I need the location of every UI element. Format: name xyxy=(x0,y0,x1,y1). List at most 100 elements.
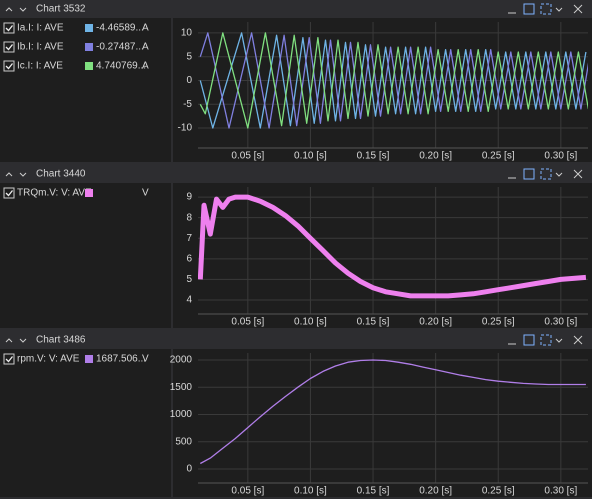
maximize-button[interactable] xyxy=(523,334,535,346)
legend-unit: A xyxy=(142,61,149,72)
menu-button[interactable] xyxy=(555,7,563,12)
collapse-button[interactable] xyxy=(5,7,13,12)
panel-header xyxy=(0,331,592,349)
legend-unit: V xyxy=(142,188,149,199)
menu-button[interactable] xyxy=(555,338,563,343)
legend-name: Ib.I: I: AVE xyxy=(17,42,64,53)
x-tick-label: 0.10 [s] xyxy=(294,317,327,328)
y-tick-label: -10 xyxy=(178,123,193,134)
series-checkbox[interactable] xyxy=(3,41,15,53)
panel-header xyxy=(0,0,592,18)
series-checkbox[interactable] xyxy=(3,353,15,365)
chart-panel: Chart 3440 4 5 6 7 8 9 0.05 [s] 0.10 [s] 0.15 [s]… xyxy=(0,165,592,328)
checkmark xyxy=(5,25,14,32)
chart-panel: Chart 3486 0 500 1000 1500 2000 0.05 [s] 0.10 [… xyxy=(0,331,592,497)
x-tick-label: 0.30 [s] xyxy=(544,317,577,328)
y-tick-label: 5 xyxy=(186,51,192,62)
y-tick-label: 1000 xyxy=(170,409,193,420)
series-checkbox[interactable] xyxy=(3,60,15,72)
legend-panel xyxy=(0,183,171,328)
y-tick-label: 500 xyxy=(175,436,192,447)
legend-name: Ic.I: I: AVE xyxy=(17,61,63,72)
x-tick-label: 0.30 [s] xyxy=(544,486,577,497)
x-tick-label: 0.15 [s] xyxy=(357,151,390,162)
legend-name: rpm.V: V: AVE xyxy=(17,354,80,365)
y-tick-label: 1500 xyxy=(170,382,193,393)
y-tick-label: 4 xyxy=(186,295,192,306)
y-tick-label: 10 xyxy=(181,28,193,39)
chart-title: Chart 3532 xyxy=(36,4,86,15)
expand-button[interactable] xyxy=(19,172,27,177)
checkmark xyxy=(5,63,14,70)
checkmark xyxy=(5,356,14,363)
legend-panel xyxy=(0,349,171,497)
close-button[interactable] xyxy=(573,4,583,14)
x-tick-label: 0.05 [s] xyxy=(231,151,264,162)
y-tick-label: 7 xyxy=(186,233,192,244)
x-tick-label: 0.05 [s] xyxy=(231,486,264,497)
y-tick-label: 2000 xyxy=(170,355,193,366)
collapse-button[interactable] xyxy=(5,172,13,177)
x-tick-label: 0.05 [s] xyxy=(231,317,264,328)
legend-readout: -0.27487... xyxy=(96,42,144,53)
legend-swatch xyxy=(85,355,93,363)
collapse-button[interactable] xyxy=(5,338,13,343)
plot-panel xyxy=(173,349,592,497)
legend-unit: V xyxy=(142,354,149,365)
legend-name: Ia.I: I: AVE xyxy=(17,23,64,34)
legend-swatch xyxy=(85,24,93,32)
legend-unit: A xyxy=(142,23,149,34)
x-tick-label: 0.25 [s] xyxy=(482,486,515,497)
close-button[interactable] xyxy=(573,335,583,345)
legend-readout: 4.740769... xyxy=(96,61,146,72)
checkmark xyxy=(5,44,14,51)
chart-panel: Chart 3532 -10 -5 0 5 10 0.05 [s] 0.10 [s] 0.15 … xyxy=(0,0,592,162)
series-checkbox[interactable] xyxy=(3,22,15,34)
y-tick-label: 8 xyxy=(186,212,192,223)
y-tick-label: 5 xyxy=(186,274,192,285)
legend-swatch xyxy=(85,43,93,51)
data-line xyxy=(199,32,588,129)
legend-unit: A xyxy=(142,42,149,53)
legend-readout: -4.46589... xyxy=(96,23,144,34)
panel-header xyxy=(0,165,592,183)
data-line xyxy=(199,359,586,465)
legend-swatch xyxy=(85,189,93,197)
x-tick-label: 0.15 [s] xyxy=(357,486,390,497)
y-tick-label: -5 xyxy=(183,99,192,110)
y-tick-label: 9 xyxy=(186,192,192,203)
x-tick-label: 0.20 [s] xyxy=(419,486,452,497)
x-tick-label: 0.20 [s] xyxy=(419,151,452,162)
expand-button[interactable] xyxy=(19,7,27,12)
x-tick-label: 0.25 [s] xyxy=(482,317,515,328)
maximize-button[interactable] xyxy=(523,168,535,180)
series-checkbox[interactable] xyxy=(3,187,15,199)
x-tick-label: 0.30 [s] xyxy=(544,151,577,162)
x-tick-label: 0.15 [s] xyxy=(357,317,390,328)
legend-name: TRQm.V: V: AVE xyxy=(17,188,92,199)
plot-panel xyxy=(173,183,592,328)
plot-panel xyxy=(173,18,592,162)
checkmark xyxy=(5,190,14,197)
fit-button[interactable] xyxy=(540,3,552,15)
close-button[interactable] xyxy=(573,169,583,179)
fit-button[interactable] xyxy=(540,168,552,180)
x-tick-label: 0.10 [s] xyxy=(294,486,327,497)
legend-swatch xyxy=(85,62,93,70)
data-line xyxy=(199,32,588,129)
menu-button[interactable] xyxy=(555,172,563,177)
x-tick-label: 0.25 [s] xyxy=(482,151,515,162)
maximize-button[interactable] xyxy=(523,3,535,15)
chart-title: Chart 3440 xyxy=(36,169,86,180)
y-tick-label: 0 xyxy=(186,75,192,86)
y-tick-label: 0 xyxy=(186,464,192,475)
legend-panel xyxy=(0,18,171,162)
data-line xyxy=(198,194,587,299)
x-tick-label: 0.10 [s] xyxy=(294,151,327,162)
expand-button[interactable] xyxy=(19,338,27,343)
fit-button[interactable] xyxy=(540,334,552,346)
chart-title: Chart 3486 xyxy=(36,335,86,346)
legend-readout: 1687.506... xyxy=(96,354,146,365)
x-tick-label: 0.20 [s] xyxy=(419,317,452,328)
